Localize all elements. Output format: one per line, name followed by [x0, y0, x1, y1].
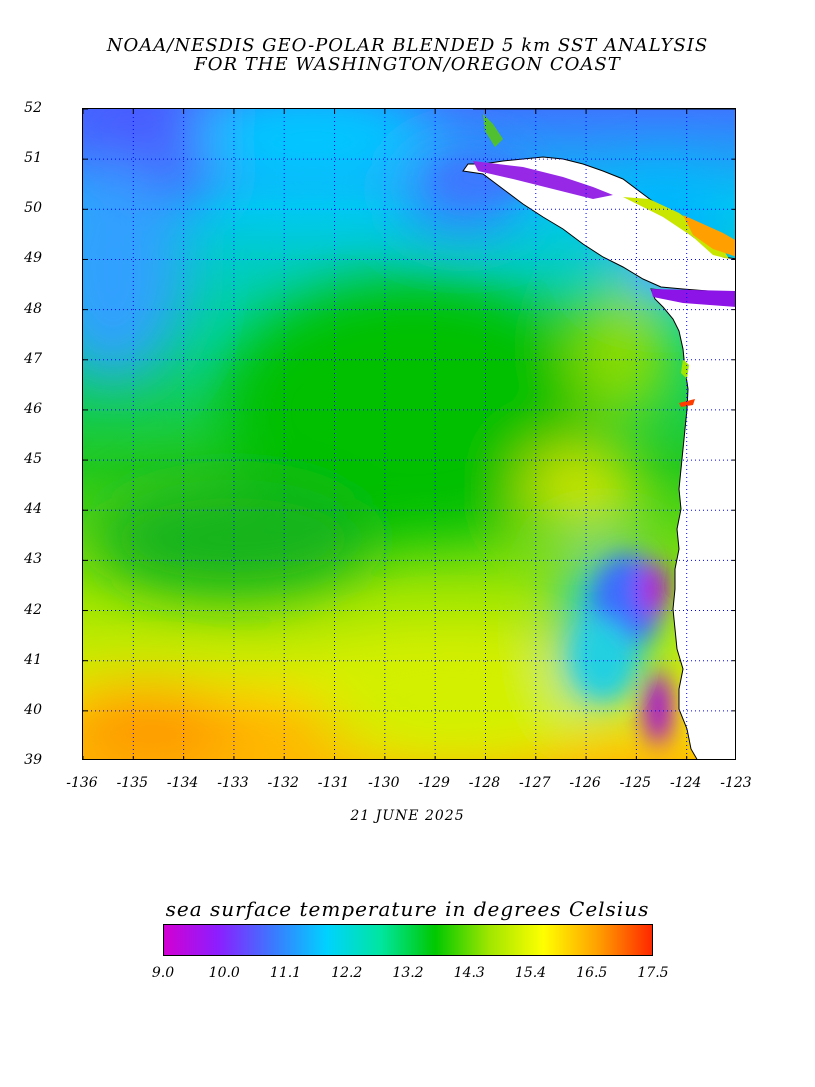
colorbar-label: 15.4 [514, 965, 547, 981]
sst-map[interactable] [82, 108, 736, 760]
colorbar-title: sea surface temperature in degrees Celsi… [165, 897, 650, 921]
latitude-label: 42 [24, 601, 42, 618]
latitude-label: 45 [24, 451, 42, 468]
colorbar-label: 12.2 [331, 965, 363, 981]
colorbar-label: 17.5 [637, 965, 669, 981]
analysis-date: 21 JUNE 2025 [350, 808, 465, 824]
longitude-label: -123 [720, 775, 752, 791]
latitude-label: 44 [24, 501, 42, 518]
latitude-label: 47 [24, 350, 42, 367]
longitude-label: -136 [66, 775, 98, 791]
longitude-label: -126 [569, 775, 601, 791]
inland-waters [473, 114, 735, 407]
lat-lon-grid [83, 109, 735, 759]
latitude-label: 50 [24, 200, 42, 217]
latitude-label: 39 [24, 752, 42, 768]
longitude-label: -128 [468, 775, 501, 791]
latitude-label: 46 [24, 400, 42, 417]
colorbar-label: 13.2 [392, 965, 424, 981]
latitude-label: 41 [24, 651, 42, 668]
longitude-label: -130 [368, 775, 400, 791]
colorbar [163, 924, 653, 956]
latitude-label: 40 [24, 701, 42, 718]
sst-map-svg [83, 109, 735, 759]
map-title-line2: FOR THE WASHINGTON/OREGON COAST [194, 54, 621, 75]
colorbar-label: 9.0 [151, 965, 175, 981]
colorbar-label: 14.3 [453, 965, 485, 981]
longitude-label: -131 [317, 775, 350, 791]
longitude-label: -135 [116, 775, 149, 791]
longitude-label: -133 [217, 775, 249, 791]
latitude-label: 51 [24, 150, 42, 167]
colorbar-label: 10.0 [208, 965, 240, 981]
latitude-label: 49 [24, 250, 42, 267]
longitude-label: -127 [519, 775, 551, 791]
longitude-label: -134 [166, 775, 199, 791]
latitude-label: 43 [24, 551, 42, 568]
longitude-label: -125 [619, 775, 652, 791]
colorbar-label: 11.1 [269, 965, 302, 981]
longitude-label: -132 [267, 775, 299, 791]
latitude-label: 52 [24, 100, 42, 116]
map-title-line1: NOAA/NESDIS GEO-POLAR BLENDED 5 km SST A… [106, 35, 709, 56]
latitude-label: 48 [24, 300, 42, 317]
longitude-label: -124 [669, 775, 702, 791]
colorbar-label: 16.5 [576, 965, 608, 981]
longitude-label: -129 [418, 775, 450, 791]
